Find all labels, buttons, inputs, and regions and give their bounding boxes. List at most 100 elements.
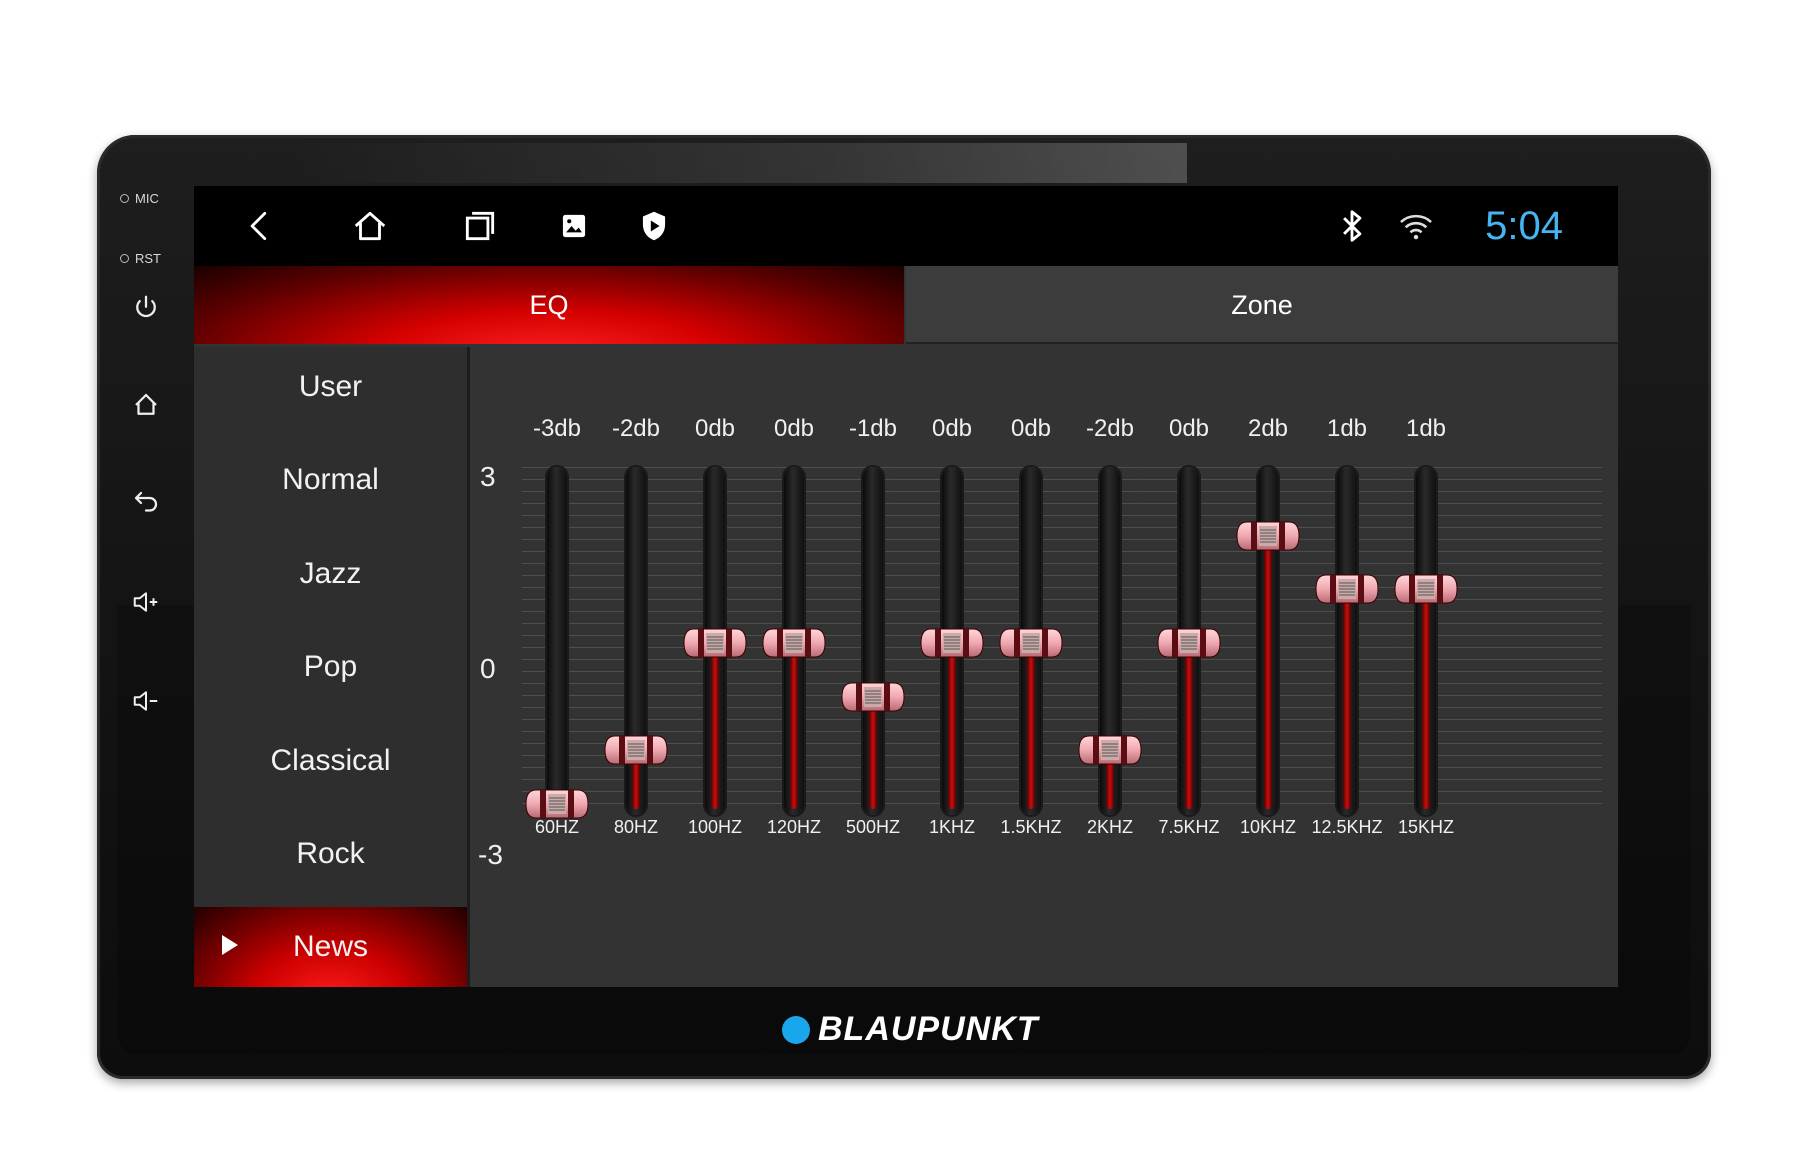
band-slider-knob[interactable]: [1075, 732, 1145, 768]
scale-max-label: 3: [480, 461, 496, 492]
home-icon: [354, 211, 386, 241]
home-icon: [135, 393, 157, 415]
preset-news[interactable]: News: [194, 907, 467, 987]
preset-rock[interactable]: Rock: [296, 837, 365, 870]
band-slider-fill: [632, 750, 640, 809]
band-frequency-label: 1KHZ: [928, 817, 975, 837]
band-slider-knob[interactable]: [759, 625, 829, 661]
band-frequency-label: 120HZ: [766, 817, 822, 837]
band-frequency-label: 1.5KHZ: [1000, 817, 1062, 837]
gallery-button[interactable]: [552, 204, 596, 248]
band-frequency-label: 2KHZ: [1086, 817, 1133, 837]
band-slider-knob[interactable]: [522, 786, 592, 822]
brand-logo: BLAUPUNKT: [782, 1010, 1039, 1049]
band-slider-knob[interactable]: [1391, 571, 1461, 607]
tab-divider: [906, 342, 1618, 344]
band-slider-track[interactable]: [626, 467, 646, 815]
brand-name: BLAUPUNKT: [818, 1010, 1039, 1048]
band-db-label: -2db: [611, 415, 661, 442]
band-frequency-label: 60HZ: [534, 817, 579, 837]
bezel-sheen: [287, 143, 1187, 183]
band-frequency-label: 7.5KHZ: [1158, 817, 1220, 837]
play-indicator-icon: [222, 935, 238, 955]
band-slider-fill: [869, 696, 877, 809]
band-frequency-label: 100HZ: [687, 817, 743, 837]
tab-bar: EQ Zone: [194, 266, 1618, 344]
band-slider-track[interactable]: [1100, 467, 1120, 815]
band-frequency-label: 15KHZ: [1397, 817, 1455, 837]
nav-back-button[interactable]: [238, 204, 282, 248]
preset-user[interactable]: User: [298, 370, 363, 403]
preset-pop[interactable]: Pop: [303, 650, 358, 683]
mic-indicator: MIC: [120, 191, 159, 206]
status-bar: 5:04: [194, 186, 1618, 266]
band-slider-track[interactable]: [863, 467, 883, 815]
band-slider-knob[interactable]: [1312, 571, 1382, 607]
display-screen: 5:04 EQ Zone User Normal Jazz Pop Classi…: [194, 186, 1618, 987]
band-slider-fill: [1185, 643, 1193, 809]
band-frequency-label: 500HZ: [845, 817, 901, 837]
preset-jazz[interactable]: Jazz: [299, 557, 362, 590]
band-db-label: 0db: [931, 415, 973, 442]
preset-classical[interactable]: Classical: [270, 744, 391, 777]
brand-dot-icon: [782, 1015, 810, 1044]
band-slider-track[interactable]: [1337, 467, 1357, 815]
volume-down-button[interactable]: [126, 683, 166, 719]
band-slider-knob[interactable]: [680, 625, 750, 661]
band-frequency-label: 12.5KHZ: [1311, 817, 1383, 837]
bluetooth-icon: [1343, 210, 1362, 242]
band-db-label: 1db: [1405, 415, 1447, 442]
band-db-label: -3db: [532, 415, 582, 442]
tab-eq[interactable]: EQ: [194, 266, 904, 344]
side-back-button[interactable]: [126, 485, 166, 521]
band-db-label: 2db: [1247, 415, 1289, 442]
band-db-label: 0db: [1168, 415, 1210, 442]
band-slider-fill: [1106, 750, 1114, 809]
equalizer-panel: 3 0 -3 -3db 60HZ -2db 80HZ 0db 100HZ 0db 120HZ -…: [472, 347, 1618, 987]
band-db-label: -1db: [848, 415, 898, 442]
scale-min-label: -3: [478, 839, 503, 870]
back-icon: [134, 491, 158, 512]
back-icon: [250, 211, 267, 241]
band-db-label: 0db: [773, 415, 815, 442]
rst-label: RST: [135, 251, 161, 266]
band-frequency-label: 10KHZ: [1239, 817, 1297, 837]
bluetooth-indicator: [1330, 204, 1374, 248]
preset-normal[interactable]: Normal: [282, 463, 379, 496]
preset-list: User Normal Jazz Pop Classical Rock News: [194, 347, 470, 987]
volume-up-button[interactable]: [126, 584, 166, 620]
band-slider-knob[interactable]: [601, 732, 671, 768]
band-slider-track[interactable]: [1416, 467, 1436, 815]
nav-recents-button[interactable]: [458, 204, 502, 248]
band-slider-knob[interactable]: [1154, 625, 1224, 661]
reset-button[interactable]: RST: [120, 251, 161, 266]
band-slider-fill: [711, 643, 719, 809]
gallery-icon: [562, 214, 586, 238]
band-slider-track[interactable]: [1258, 467, 1278, 815]
band-slider-fill: [790, 643, 798, 809]
volume-up-icon: [133, 592, 158, 612]
reset-dot-icon: [120, 254, 129, 263]
shield-icon: [642, 211, 666, 241]
band-slider-fill: [1422, 589, 1430, 809]
nav-home-button[interactable]: [348, 204, 392, 248]
band-slider-fill: [948, 643, 956, 809]
wifi-indicator: [1394, 204, 1438, 248]
power-icon: [136, 295, 156, 318]
volume-down-icon: [133, 691, 158, 711]
security-button[interactable]: [632, 204, 676, 248]
side-home-button[interactable]: [126, 387, 166, 423]
band-slider-knob[interactable]: [917, 625, 987, 661]
band-db-label: 0db: [1010, 415, 1052, 442]
power-button[interactable]: [126, 290, 166, 326]
preset-news-label: News: [292, 930, 368, 963]
band-db-label: 0db: [694, 415, 736, 442]
tab-zone[interactable]: Zone: [906, 266, 1618, 344]
band-db-label: -2db: [1085, 415, 1135, 442]
band-slider-knob[interactable]: [1233, 518, 1303, 554]
wifi-icon: [1400, 214, 1432, 240]
band-slider-knob[interactable]: [996, 625, 1066, 661]
band-frequency-label: 80HZ: [613, 817, 658, 837]
band-slider-track[interactable]: [547, 467, 567, 815]
band-slider-knob[interactable]: [838, 679, 908, 715]
